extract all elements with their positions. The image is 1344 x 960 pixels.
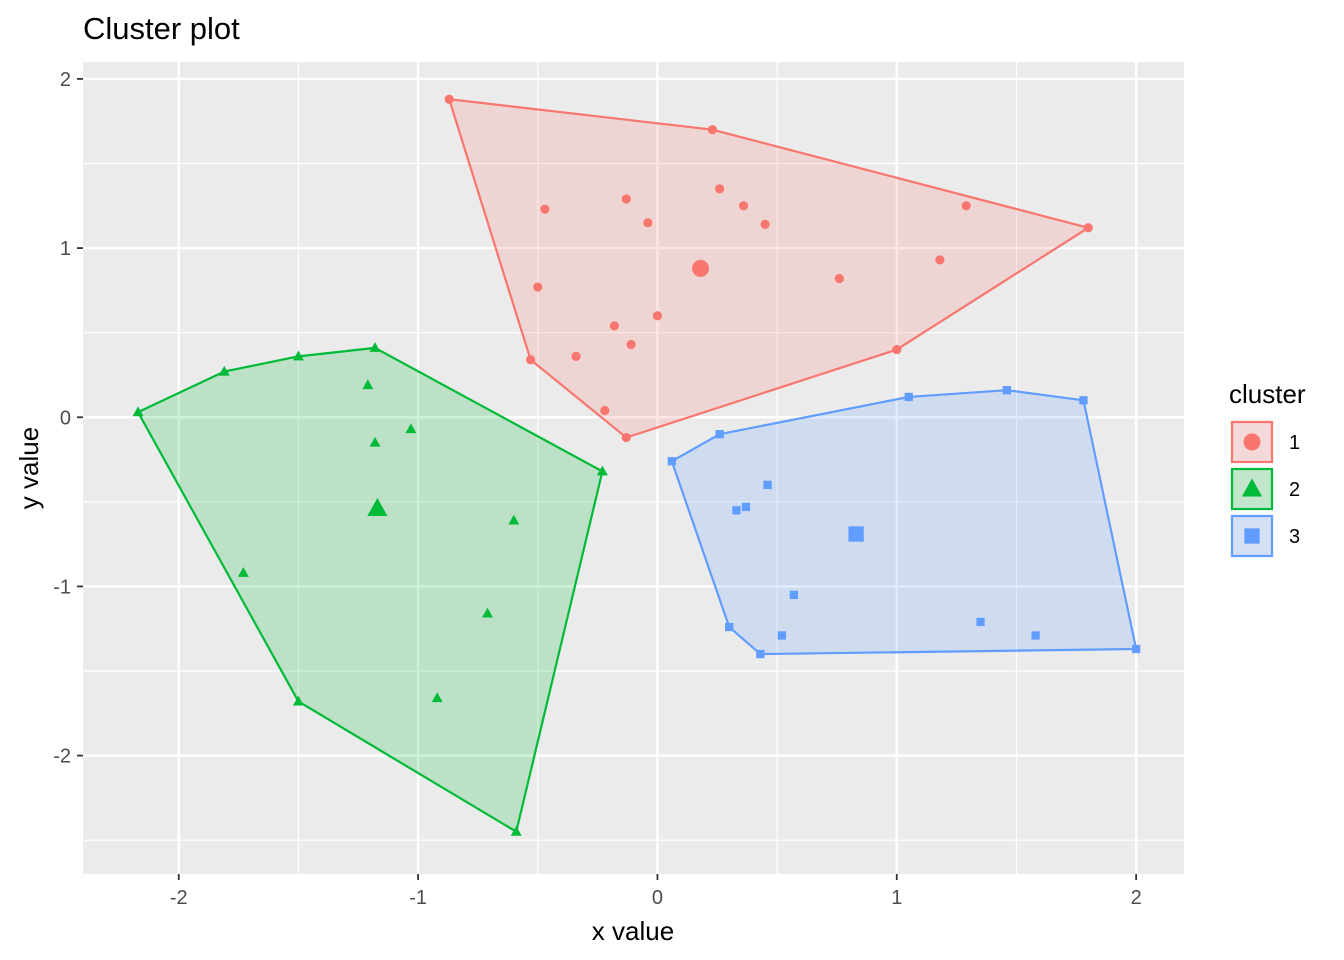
cluster-3-hull xyxy=(670,389,1138,656)
x-tick-label: 0 xyxy=(652,887,663,909)
cluster-3-point xyxy=(976,617,985,627)
y-tick-label: -1 xyxy=(53,576,71,598)
cluster-1-point xyxy=(760,219,770,229)
cluster-1-point xyxy=(540,204,550,214)
cluster-3-point xyxy=(732,506,741,515)
cluster-3-point xyxy=(789,590,799,600)
legend-title: cluster xyxy=(1229,379,1306,409)
x-axis-title: x value xyxy=(592,916,674,946)
x-tick-label: -1 xyxy=(409,887,427,909)
cluster-3-center xyxy=(848,526,864,542)
cluster-2-point xyxy=(132,406,144,417)
cluster-1-point xyxy=(626,339,636,350)
cluster-1-point xyxy=(571,351,581,361)
cluster-3-point xyxy=(667,457,676,466)
cluster-1-point xyxy=(600,405,610,416)
cluster-1-center xyxy=(692,259,710,277)
cluster-2-point xyxy=(292,695,304,706)
cluster-1-point xyxy=(533,282,543,292)
legend-key-3-square xyxy=(1244,528,1260,544)
cluster-3-point xyxy=(777,631,787,640)
y-tick-labels: -2 -1 0 1 2 xyxy=(53,69,71,768)
legend-label-1: 1 xyxy=(1289,432,1300,454)
cluster-1-point xyxy=(525,355,536,365)
cluster-1-point xyxy=(935,255,945,265)
cluster-1-point xyxy=(715,184,725,194)
cluster-1-point xyxy=(834,273,844,284)
cluster-1-point xyxy=(621,194,631,204)
cluster-2-point xyxy=(369,436,381,447)
legend: cluster 1 2 3 xyxy=(1229,379,1306,558)
cluster-3-point xyxy=(756,649,765,659)
cluster-3-point xyxy=(725,622,734,632)
cluster-hulls xyxy=(136,98,1138,833)
cluster-2-point xyxy=(237,567,249,577)
y-axis-title: y value xyxy=(14,427,44,509)
x-tick-label: -2 xyxy=(170,887,188,909)
x-tick-label: 1 xyxy=(891,887,902,909)
cluster-1-point xyxy=(444,94,454,104)
cluster-2-point xyxy=(431,692,443,703)
legend-key-1-circle xyxy=(1243,433,1261,451)
cluster-2-point xyxy=(362,379,374,390)
cluster-2-point xyxy=(405,423,417,434)
plot-panel xyxy=(83,62,1184,874)
cluster-3-point xyxy=(1131,644,1141,654)
cluster-3-point xyxy=(1031,631,1040,640)
x-tick-label: 2 xyxy=(1131,887,1142,909)
cluster-1-point xyxy=(609,321,619,331)
cluster-1-point xyxy=(1083,223,1093,233)
cluster-3-point xyxy=(1002,386,1012,395)
cluster-1-point xyxy=(621,432,631,443)
cluster-2-point xyxy=(369,342,381,352)
cluster-3-point xyxy=(1079,396,1088,405)
axis-ticks xyxy=(77,78,1138,880)
cluster-1-point xyxy=(961,201,971,211)
data-points xyxy=(132,94,1141,836)
y-tick-label: 0 xyxy=(60,407,71,429)
cluster-3-point xyxy=(763,480,772,490)
legend-key-2-triangle xyxy=(1241,478,1263,497)
cluster-2-point xyxy=(482,607,493,618)
cluster-3-point xyxy=(741,502,751,512)
y-tick-label: 2 xyxy=(60,69,71,91)
legend-label-3: 3 xyxy=(1289,526,1300,548)
grid-minor xyxy=(83,62,1184,874)
cluster-2-hull xyxy=(136,346,604,833)
legend-key-1 xyxy=(1230,420,1274,464)
cluster-2-point xyxy=(510,825,522,836)
cluster-1-point xyxy=(739,201,749,211)
cluster-2-point xyxy=(508,514,520,525)
y-tick-label: -2 xyxy=(53,746,71,768)
grid-major xyxy=(83,62,1184,874)
cluster-2-point xyxy=(292,350,304,361)
cluster-1-point xyxy=(892,344,902,355)
legend-label-2: 2 xyxy=(1289,479,1300,501)
cluster-1-point xyxy=(707,125,718,135)
chart-title: Cluster plot xyxy=(83,11,240,46)
x-tick-labels: -2 -1 0 1 2 xyxy=(170,887,1142,909)
cluster-3-point xyxy=(715,430,724,439)
cluster-2-point xyxy=(596,465,608,476)
cluster-centers xyxy=(367,259,864,542)
cluster-2-center xyxy=(367,497,388,517)
cluster-3-point xyxy=(904,392,913,402)
cluster-1-point xyxy=(643,218,653,228)
y-tick-label: 1 xyxy=(60,238,71,260)
cluster-2-point xyxy=(218,365,230,376)
cluster-1-point xyxy=(652,311,663,321)
